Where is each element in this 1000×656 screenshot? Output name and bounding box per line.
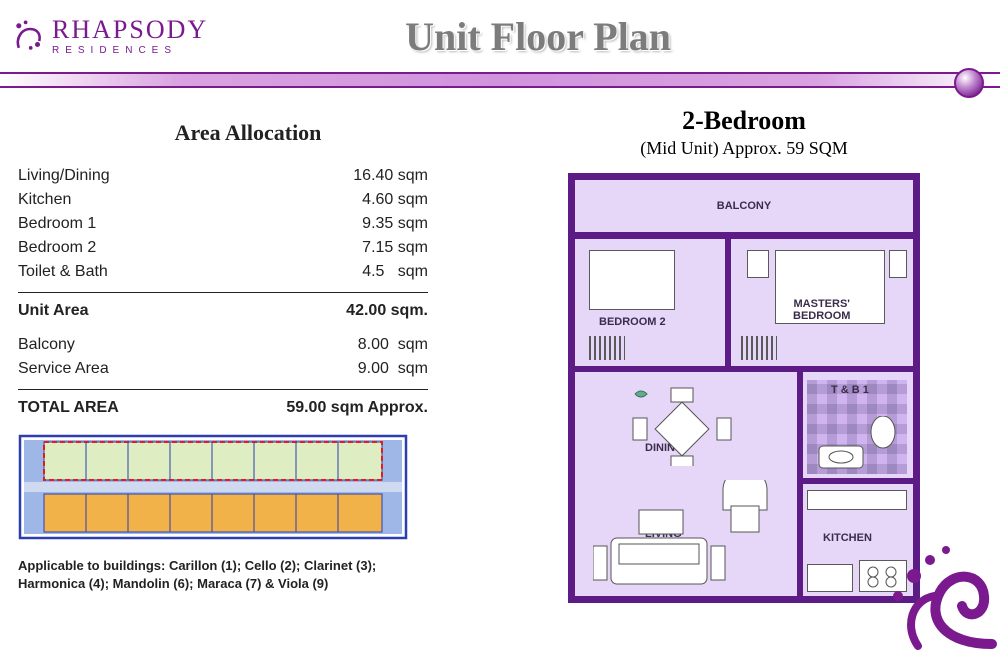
room-label-tb: T & B 1 xyxy=(831,384,869,396)
divider xyxy=(18,389,428,390)
table-row: Bedroom 2 7.15 sqm xyxy=(18,236,478,260)
allocation-table: Living/Dining16.40 sqm Kitchen 4.60 sqm … xyxy=(18,164,478,420)
page-title: Unit Floor Plan xyxy=(88,13,988,60)
footnote: Applicable to buildings: Carillon (1); C… xyxy=(18,557,478,592)
table-row: Living/Dining16.40 sqm xyxy=(18,164,478,188)
subtotal-row: Unit Area42.00 sqm. xyxy=(18,299,478,323)
table-row: Service Area 9.00 sqm xyxy=(18,357,478,381)
table-row: Toilet & Bath 4.5 sqm xyxy=(18,260,478,284)
table-row: Balcony 8.00 sqm xyxy=(18,333,478,357)
total-row: TOTAL AREA59.00 sqm Approx. xyxy=(18,396,478,420)
building-plan-thumbnail xyxy=(18,434,408,540)
unit-title: 2-Bedroom xyxy=(506,106,982,136)
dining-set-icon xyxy=(627,386,737,466)
table-row: Bedroom 1 9.35 sqm xyxy=(18,212,478,236)
footnote-line: Applicable to buildings: Carillon (1); C… xyxy=(18,558,376,573)
living-set-icon xyxy=(593,480,793,596)
room-label-kitchen: KITCHEN xyxy=(823,532,872,544)
area-allocation-panel: Area Allocation Living/Dining16.40 sqm K… xyxy=(18,106,478,603)
footnote-line: Harmonica (4); Mandolin (6); Maraca (7) … xyxy=(18,576,328,591)
floor-plan: BALCONY BEDROOM 2 MASTERS' BEDROOM T & B… xyxy=(568,173,920,603)
table-row: Kitchen 4.60 sqm xyxy=(18,188,478,212)
logo-icon xyxy=(12,19,46,53)
header-divider xyxy=(0,72,1000,88)
allocation-title: Area Allocation xyxy=(18,120,478,146)
room-label-balcony: BALCONY xyxy=(575,200,913,212)
room-label-masters: MASTERS' BEDROOM xyxy=(793,298,850,322)
unit-subtitle: (Mid Unit) Approx. 59 SQM xyxy=(506,138,982,159)
header: RHAPSODY RESIDENCES Unit Floor Plan xyxy=(0,0,1000,72)
toilet-sink-icon xyxy=(811,416,907,472)
divider xyxy=(18,292,428,293)
decorative-swirl-icon xyxy=(874,526,1000,656)
room-label-bedroom2: BEDROOM 2 xyxy=(599,316,666,328)
